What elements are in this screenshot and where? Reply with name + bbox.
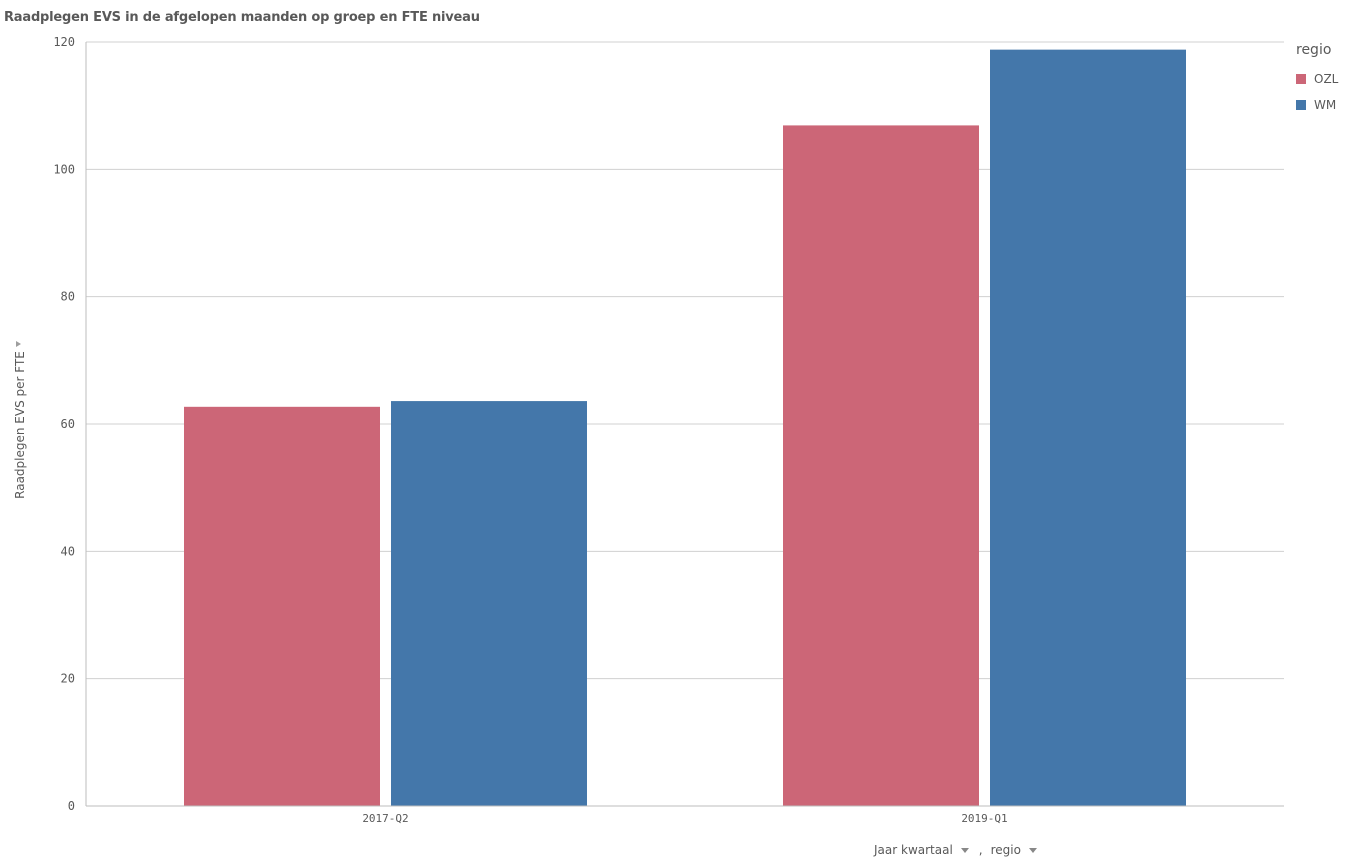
y-tick-label: 100 <box>53 162 75 176</box>
bars <box>184 49 1186 807</box>
chart-title: Raadplegen EVS in de afgelopen maanden o… <box>4 10 480 25</box>
y-tick-label: 40 <box>61 544 75 558</box>
bar-ozl-2017-q2[interactable] <box>184 406 380 806</box>
bar-ozl-2019-q1[interactable] <box>783 125 979 807</box>
x-category-label: 2019-Q1 <box>961 812 1007 825</box>
legend-title: regio <box>1296 42 1332 58</box>
y-tick-label: 120 <box>53 35 75 49</box>
y-axis-title-group[interactable]: Raadplegen EVS per FTE <box>13 351 27 499</box>
y-tick-label: 80 <box>61 290 75 304</box>
legend-label-ozl: OZL <box>1314 72 1339 86</box>
y-tick-label: 0 <box>68 799 75 813</box>
y-tick-label: 20 <box>61 672 75 686</box>
dimension-separator: , <box>978 843 983 857</box>
legend-item-wm[interactable]: WM <box>1296 92 1338 118</box>
dimension-jaar-kwartaal[interactable]: Jaar kwartaal <box>874 843 969 857</box>
chevron-down-icon[interactable] <box>960 847 969 853</box>
y-axis-title[interactable]: Raadplegen EVS per FTE <box>13 351 27 499</box>
bar-wm-2017-q2[interactable] <box>391 401 587 806</box>
x-category-label: 2017-Q2 <box>362 812 408 825</box>
legend-label-wm: WM <box>1314 98 1337 112</box>
bar-wm-2019-q1[interactable] <box>990 49 1186 806</box>
dimension-jaar-kwartaal-label: Jaar kwartaal <box>874 843 953 857</box>
legend-swatch-ozl <box>1296 74 1306 84</box>
y-tick-label: 60 <box>61 417 75 431</box>
y-axis-ticks: 0 20 40 60 80 100 120 <box>53 35 75 813</box>
y-axis-menu-caret-icon[interactable] <box>16 341 21 347</box>
x-axis-categories: 2017-Q2 2019-Q1 <box>362 812 1007 825</box>
dimension-regio[interactable]: regio <box>991 843 1037 857</box>
legend: regio OZL WM <box>1296 42 1338 118</box>
dimension-regio-label: regio <box>990 843 1021 857</box>
chevron-down-icon[interactable] <box>1028 847 1037 853</box>
x-axis-dimension-selector: Jaar kwartaal , regio <box>874 843 1037 857</box>
legend-swatch-wm <box>1296 100 1306 110</box>
legend-item-ozl[interactable]: OZL <box>1296 66 1338 92</box>
